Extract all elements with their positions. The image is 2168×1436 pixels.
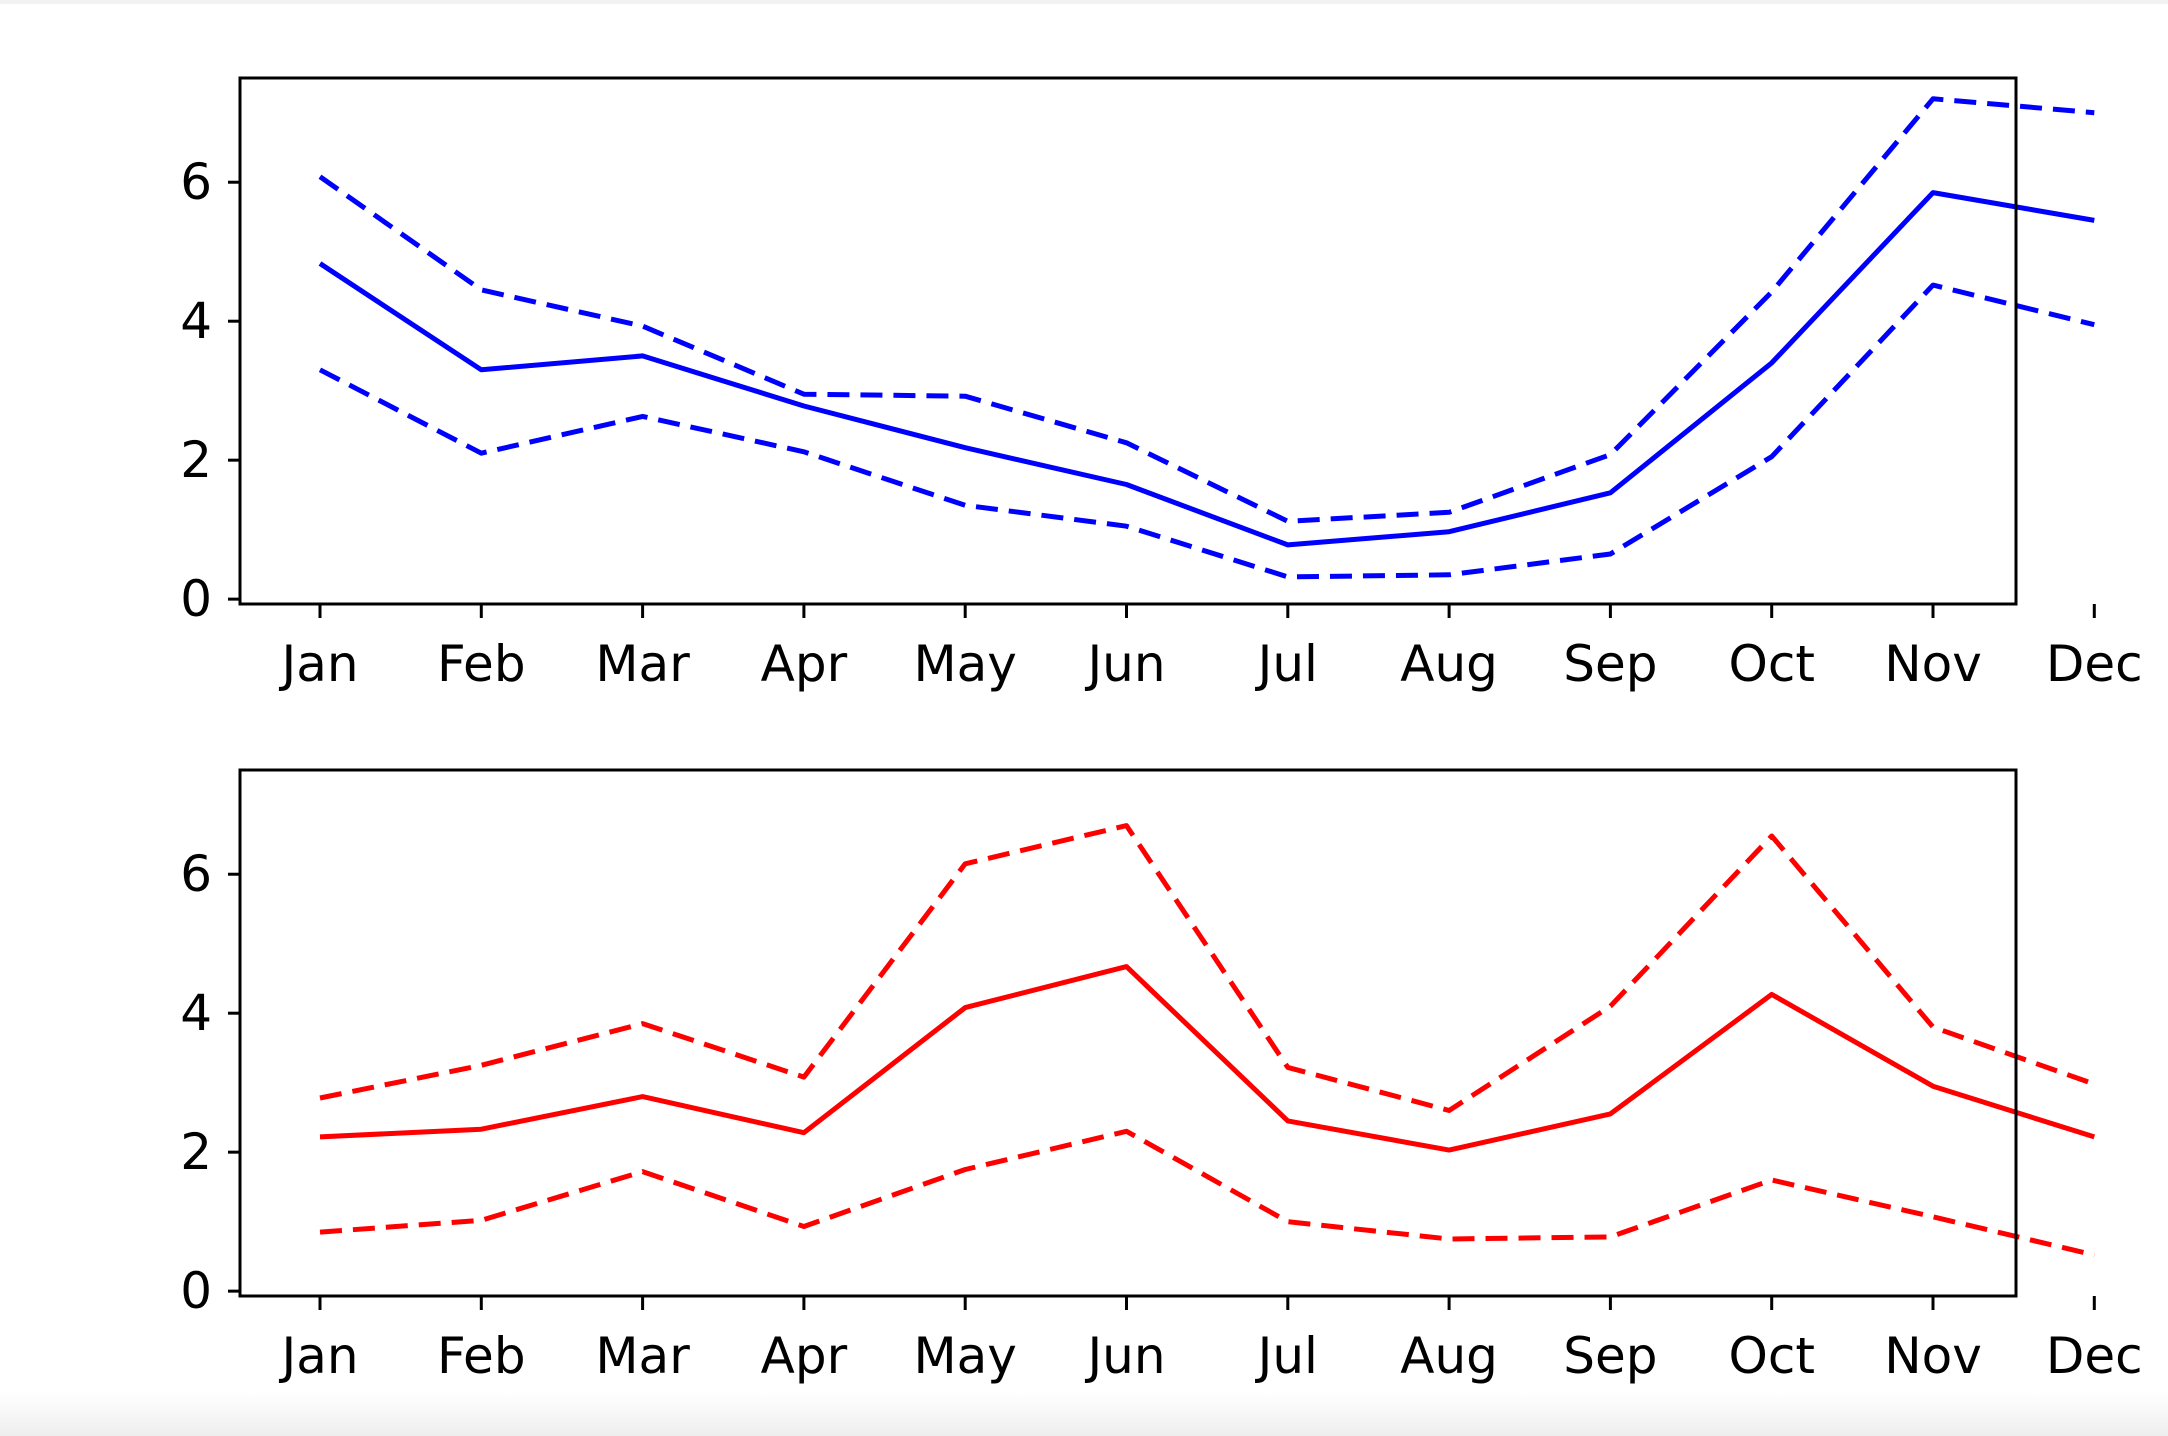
subplot-1-xtick-label-mar: Mar (595, 635, 690, 693)
subplot-1-xtick-label-nov: Nov (1884, 635, 1982, 693)
subplot-2-xtick-label-jul: Jul (1255, 1327, 1318, 1385)
subplot-1-xtick-label-jan: Jan (278, 635, 358, 693)
subplot-1-series-upper-line (318, 96, 2095, 524)
subplot-2-xtick-label-mar: Mar (595, 1327, 690, 1385)
subplot-2-ytick-label-6: 6 (180, 845, 212, 903)
subplot-1-xtick-label-jul: Jul (1255, 635, 1318, 693)
subplot-1-ytick-label-6: 6 (180, 153, 212, 211)
subplot-2-ytick-label-2: 2 (180, 1123, 212, 1181)
subplot-2-xtick-label-jan: Jan (278, 1327, 358, 1385)
subplot-1-xtick-label-sep: Sep (1563, 635, 1657, 693)
subplot-2-xtick-label-dec: Dec (2046, 1327, 2143, 1385)
subplot-2-axes-frame (238, 768, 2018, 1298)
subplot-1-ytick-label-4: 4 (180, 292, 212, 350)
top-edge-shade (0, 0, 2168, 4)
subplot-1-series-mean-line (318, 190, 2095, 548)
subplot-2-xtick-label-feb: Feb (437, 1327, 526, 1385)
subplot-1-ytick-label-2: 2 (180, 431, 212, 489)
subplot-2-xtick-label-sep: Sep (1563, 1327, 1657, 1385)
subplot-2-ytick-label-0: 0 (180, 1262, 212, 1320)
subplot-2-series-lower-line (319, 1128, 2095, 1258)
subplot-2-xtick-label-aug: Aug (1400, 1327, 1498, 1385)
bottom-edge-shade (0, 1392, 2168, 1436)
subplot-1: 0 2 4 6 Jan Feb Mar Apr May Jun Jul Aug Sep Oct Nov Dec (180, 76, 2143, 693)
subplot-1-xtick-label-dec: Dec (2046, 635, 2143, 693)
subplot-2: 0 2 4 6 Jan Feb Mar Apr May Jun Jul Aug Sep Oct Nov Dec (180, 768, 2143, 1385)
subplot-1-ytick-label-0: 0 (180, 570, 212, 628)
subplot-2-xtick-label-apr: Apr (761, 1327, 848, 1385)
subplot-1-xtick-label-apr: Apr (761, 635, 848, 693)
subplot-2-xtick-label-may: May (914, 1327, 1017, 1385)
subplot-1-xtick-label-jun: Jun (1084, 635, 1165, 693)
subplot-1-xtick-label-may: May (914, 635, 1017, 693)
subplot-1-xtick-label-aug: Aug (1400, 635, 1498, 693)
subplot-2-xtick-label-oct: Oct (1728, 1327, 1814, 1385)
subplot-2-series-mean-line (319, 964, 2096, 1153)
subplot-2-xtick-label-nov: Nov (1884, 1327, 1982, 1385)
subplot-1-xtick-label-feb: Feb (437, 635, 526, 693)
subplot-1-series-lower-line (318, 282, 2095, 580)
subplot-1-xtick-label-oct: Oct (1728, 635, 1814, 693)
subplot-2-series-upper-line (319, 823, 2096, 1113)
subplot-2-ytick-label-4: 4 (180, 984, 212, 1042)
subplot-2-xtick-label-jun: Jun (1084, 1327, 1165, 1385)
